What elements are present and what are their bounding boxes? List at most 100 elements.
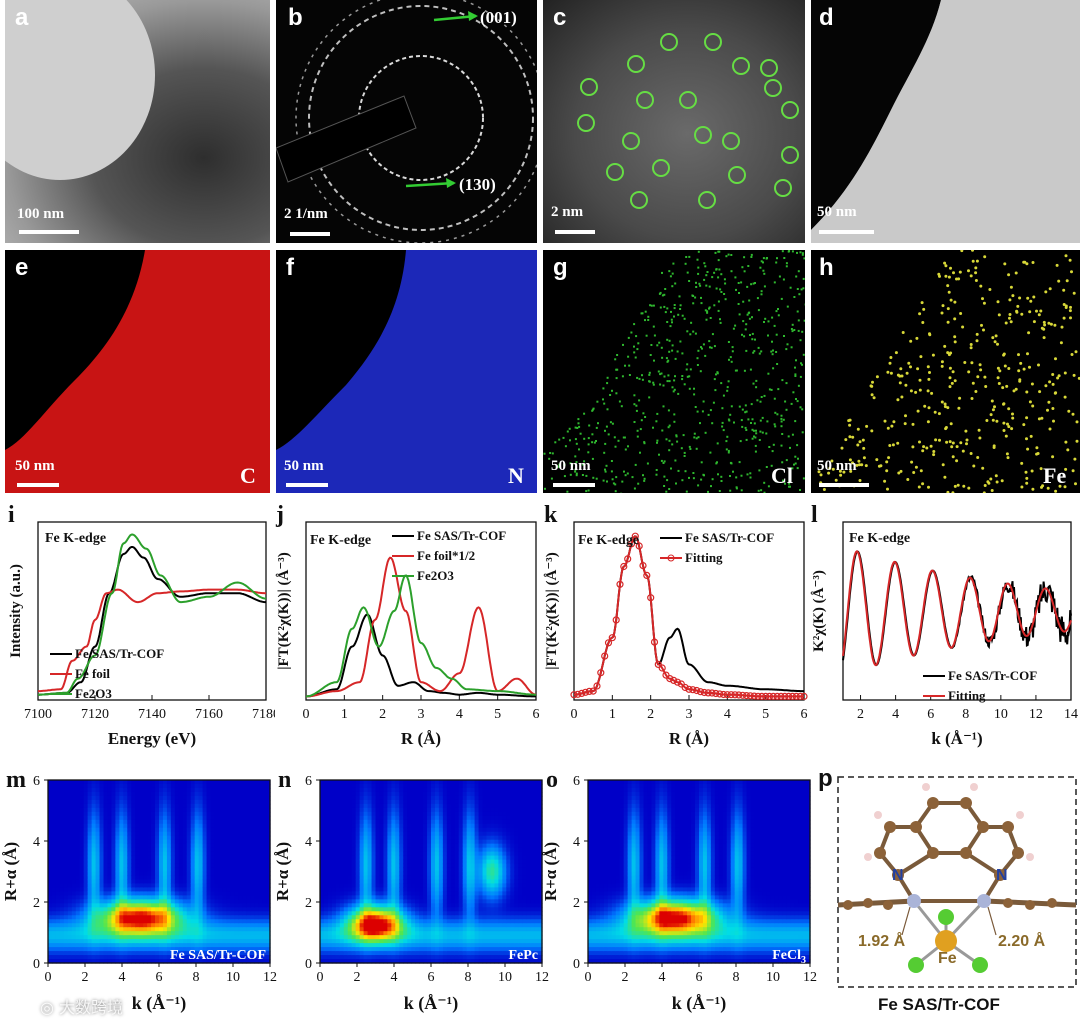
y-tick-label: 6 [305, 774, 312, 789]
series-marker [593, 682, 601, 690]
series-marker [723, 691, 731, 699]
atom-marker [679, 91, 697, 109]
x-tick-label: 7180 [252, 707, 275, 722]
atom-marker [577, 114, 595, 132]
panel-label: c [553, 4, 567, 31]
scale-bar-label: 50 nm [817, 458, 857, 474]
legend-label: Fitting [948, 688, 986, 703]
atom-marker [704, 33, 722, 51]
legend-label: Fe SAS/Tr-COF [417, 528, 506, 543]
series-marker [796, 692, 804, 700]
x-tick-label: 6 [801, 707, 808, 722]
series-marker [616, 580, 624, 588]
panel-g-map-cl: g 50 nm Cl [543, 250, 805, 493]
series-marker [693, 686, 701, 695]
series-line [842, 550, 1072, 667]
atom-marker [606, 163, 624, 181]
series-marker [696, 688, 705, 696]
ring-label-130: (130) [459, 175, 496, 194]
series-marker [777, 692, 785, 700]
panel-e-map-c: e 50 nm C [5, 250, 270, 493]
atom-marker [732, 57, 750, 75]
atom-marker [580, 78, 598, 96]
x-tick-label: 10 [994, 707, 1008, 722]
series-marker [570, 691, 578, 699]
panel-label: k [544, 502, 558, 528]
x-tick-label: 0 [303, 707, 310, 722]
bond-length-right: 2.20 Å [998, 933, 1046, 950]
watermark-text: 大数跨境 [59, 998, 124, 1017]
atom-marker [764, 79, 782, 97]
chart-title: Fe K-edge [310, 533, 371, 548]
series-marker [758, 692, 766, 700]
panel-label: o [546, 767, 558, 793]
chart-j-ft-exafs: 0 1 2 3 4 5 6 R (Å) |FT(K²χ(K))| (Å⁻³) Fe K-edge F… [275, 502, 540, 748]
series-marker [719, 690, 728, 699]
panel-label: p [818, 765, 833, 792]
atom-marker [652, 159, 670, 177]
series-marker [620, 562, 628, 571]
x-tick-label: 10 [498, 970, 512, 985]
series-marker [788, 692, 797, 700]
stem-contrast [811, 0, 1080, 243]
x-tick-label: 2 [82, 970, 89, 985]
series-marker [708, 689, 716, 697]
x-tick-label: 7140 [138, 707, 166, 722]
panel-label: i [8, 502, 15, 528]
series-marker [631, 532, 639, 540]
series-marker [612, 616, 620, 624]
scale-bar-label: 2 1/nm [284, 206, 328, 222]
series-marker [792, 692, 800, 700]
x-axis-label: k (Å⁻¹) [404, 993, 458, 1014]
series-marker [735, 691, 743, 699]
x-tick-label: 2 [647, 707, 654, 722]
panel-c-haadf: c 2 nm [543, 0, 805, 243]
scale-bar [286, 483, 328, 487]
x-tick-label: 6 [156, 970, 163, 985]
element-label: Cl [771, 463, 793, 488]
atom-marker [760, 59, 778, 77]
panel-p-structure: p [818, 765, 1080, 1023]
x-tick-label: 3 [418, 707, 425, 722]
panel-label: h [819, 254, 834, 281]
series-marker [700, 688, 708, 697]
atom-marker [622, 132, 640, 150]
series-marker [654, 660, 662, 668]
series-line [38, 533, 266, 696]
scale-bar-label: 50 nm [15, 458, 55, 474]
x-axis-label: Energy (eV) [108, 729, 196, 748]
chart-title: Fe K-edge [45, 531, 106, 546]
legend-label: Fe SAS/Tr-COF [948, 668, 1037, 683]
carbon-map [5, 250, 270, 493]
x-tick-label: 7120 [81, 707, 109, 722]
nitrogen-map [276, 250, 537, 493]
chart-n-wavelet: 0 2 4 6 8 10 12 0 2 4 6 k (Å⁻¹) R+α (Å) n FePc [273, 767, 549, 1014]
x-tick-label: 10 [226, 970, 240, 985]
series-marker [624, 555, 632, 563]
panel-f-map-n: f 50 nm N [276, 250, 537, 493]
x-axis-label: k (Å⁻¹) [672, 993, 726, 1014]
x-tick-label: 2 [354, 970, 361, 985]
atom-marker [694, 126, 712, 144]
nitrogen-label-right: N [996, 867, 1008, 884]
chart-i-xanes: 7100 7120 7140 7160 7180 Energy (eV) Intensity… [8, 502, 275, 748]
series-marker [762, 692, 770, 700]
plot-frame [842, 521, 1072, 701]
series-marker [716, 690, 724, 698]
atom-marker [627, 55, 645, 73]
legend-label: Fe SAS/Tr-COF [685, 530, 774, 545]
scale-bar [553, 483, 595, 487]
series-marker [704, 689, 712, 697]
legend-label: Fe SAS/Tr-COF [75, 646, 164, 661]
iron-label: Fe [938, 950, 957, 967]
series-marker [731, 691, 739, 699]
series-marker [742, 692, 751, 700]
ring-label-001: (001) [480, 8, 517, 27]
series-marker [673, 678, 682, 686]
y-tick-label: 2 [573, 896, 580, 911]
x-axis-label: R (Å) [669, 729, 709, 748]
x-tick-label: 4 [659, 970, 666, 985]
series-line [306, 574, 536, 698]
chart-title: Fe K-edge [578, 533, 639, 548]
y-tick-label: 2 [33, 896, 40, 911]
